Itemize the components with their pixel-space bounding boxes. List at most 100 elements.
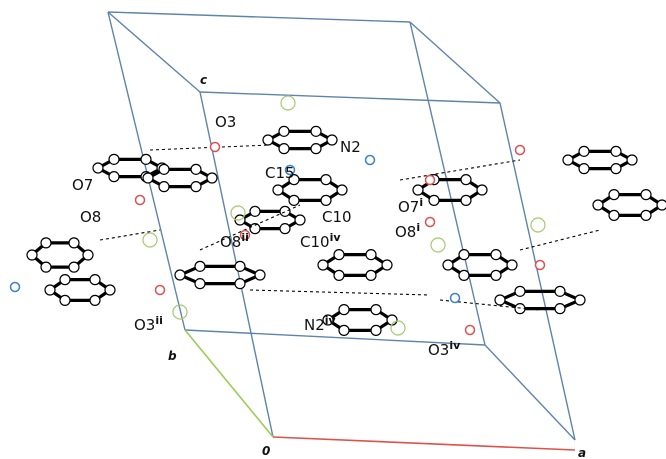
atom-label: O8i bbox=[395, 221, 420, 241]
atom bbox=[60, 295, 70, 305]
atom bbox=[339, 305, 349, 315]
atom-name: O8 bbox=[395, 223, 416, 241]
atom bbox=[611, 146, 621, 156]
atom bbox=[41, 262, 51, 272]
atom-label: C10 bbox=[322, 208, 352, 226]
oxygen-atom bbox=[536, 261, 545, 270]
atom bbox=[93, 163, 103, 173]
atom-label: C10iv bbox=[300, 231, 341, 251]
atom bbox=[175, 270, 185, 280]
atom bbox=[495, 295, 505, 305]
atom-name: O8 bbox=[220, 233, 241, 251]
atom bbox=[159, 182, 169, 192]
atom bbox=[609, 210, 619, 220]
atom-label: O7 bbox=[72, 176, 93, 194]
atom bbox=[555, 304, 565, 314]
atom bbox=[318, 260, 328, 270]
axis-label: 0 bbox=[262, 444, 270, 458]
atom bbox=[235, 261, 245, 271]
atom bbox=[195, 261, 205, 271]
atom-name: C10 bbox=[322, 208, 352, 226]
atom bbox=[321, 195, 331, 205]
atom-name: O7 bbox=[72, 176, 93, 194]
nitrogen-atom bbox=[11, 283, 20, 292]
atom bbox=[235, 279, 245, 289]
atom bbox=[273, 185, 283, 195]
atom bbox=[60, 275, 70, 285]
symmetry-code: iv bbox=[325, 314, 337, 327]
atom bbox=[41, 238, 51, 248]
atom bbox=[141, 154, 151, 164]
oxygen-atom bbox=[211, 143, 220, 152]
atom-label: O8 bbox=[80, 208, 101, 226]
atom bbox=[280, 206, 290, 216]
halogen-atom bbox=[143, 233, 157, 247]
atom-name: O3 bbox=[428, 341, 449, 359]
atom bbox=[413, 185, 423, 195]
atom bbox=[195, 279, 205, 289]
b-axis bbox=[185, 330, 273, 437]
atom bbox=[69, 238, 79, 248]
atom bbox=[280, 224, 290, 234]
hydrogen-bond bbox=[520, 230, 600, 250]
oxygen-atom bbox=[426, 218, 435, 227]
atom bbox=[461, 175, 471, 185]
atom bbox=[657, 200, 666, 210]
atom bbox=[295, 215, 305, 225]
atom bbox=[366, 270, 376, 280]
atom bbox=[327, 135, 337, 145]
atom bbox=[593, 200, 603, 210]
atom bbox=[191, 164, 201, 174]
packing-diagram: c b 0 a O3N2O7C15O8C10O8iiC10ivO7iO8iN2i… bbox=[0, 0, 666, 459]
atom bbox=[366, 250, 376, 260]
atom bbox=[563, 155, 573, 165]
atom bbox=[443, 260, 453, 270]
atom-name: C10 bbox=[300, 233, 330, 251]
atom-name: O8 bbox=[80, 208, 101, 226]
hydrogen-bond bbox=[100, 230, 160, 240]
atom-label: N2 bbox=[340, 138, 361, 156]
atom bbox=[641, 190, 651, 200]
atom bbox=[191, 182, 201, 192]
atom bbox=[609, 190, 619, 200]
cell-edge bbox=[200, 92, 500, 103]
halogen-atom bbox=[391, 321, 405, 335]
oxygen-atom bbox=[426, 176, 435, 185]
atom bbox=[289, 195, 299, 205]
cell-edge bbox=[108, 12, 410, 22]
atom bbox=[627, 155, 637, 165]
cell-edge bbox=[485, 345, 575, 440]
oxygen-atom bbox=[156, 286, 165, 295]
atom bbox=[255, 270, 265, 280]
atom-name: C15 bbox=[265, 164, 295, 182]
halogen-atom bbox=[431, 238, 445, 252]
symmetry-code: iv bbox=[330, 231, 342, 244]
atom bbox=[311, 144, 321, 154]
symmetry-code: iv bbox=[449, 339, 461, 352]
symmetry-code: i bbox=[416, 221, 420, 234]
atom-label: O3 bbox=[215, 113, 236, 131]
atom bbox=[575, 295, 585, 305]
atom bbox=[337, 185, 347, 195]
atom bbox=[105, 285, 115, 295]
atom bbox=[579, 164, 589, 174]
symmetry-code: ii bbox=[241, 231, 249, 244]
halogen-atom bbox=[531, 218, 545, 232]
a-axis bbox=[273, 437, 575, 450]
atom bbox=[45, 285, 55, 295]
atom bbox=[507, 260, 517, 270]
atom bbox=[69, 262, 79, 272]
atom bbox=[382, 260, 392, 270]
atom bbox=[279, 126, 289, 136]
atom bbox=[429, 195, 439, 205]
atom bbox=[459, 270, 469, 280]
atom bbox=[159, 164, 169, 174]
atom bbox=[90, 275, 100, 285]
atom-label: O7i bbox=[398, 196, 423, 216]
axis-label: b bbox=[168, 349, 177, 363]
atom bbox=[611, 164, 621, 174]
oxygen-atom bbox=[466, 326, 475, 335]
atom-name: O7 bbox=[398, 198, 419, 216]
cell-edge bbox=[108, 12, 185, 330]
atom-name: O3 bbox=[215, 113, 236, 131]
